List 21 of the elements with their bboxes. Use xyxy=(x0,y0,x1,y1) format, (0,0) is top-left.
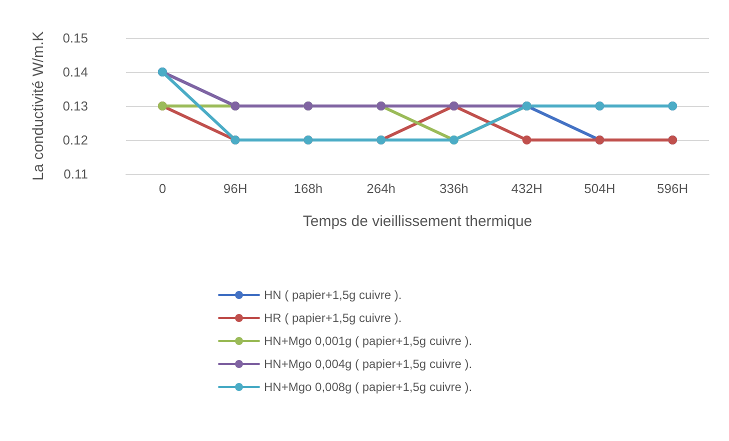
legend-label: HR ( papier+1,5g cuivre ). xyxy=(264,311,402,325)
legend-label: HN+Mgo 0,001g ( papier+1,5g cuivre ). xyxy=(264,334,472,348)
y-tick-label: 0.12 xyxy=(62,132,88,148)
x-tick-label: 432H xyxy=(511,181,542,196)
x-tick-label: 264h xyxy=(366,181,396,196)
legend-label: HN+Mgo 0,004g ( papier+1,5g cuivre ). xyxy=(264,357,472,371)
x-tick-label: 168h xyxy=(294,181,323,196)
y-tick-label: 0.15 xyxy=(62,30,88,46)
legend-label: HN ( papier+1,5g cuivre ). xyxy=(264,288,402,302)
legend-label: HN+Mgo 0,008g ( papier+1,5g cuivre ). xyxy=(264,380,472,394)
x-tick-label: 336h xyxy=(439,181,468,196)
x-tick-label: 596H xyxy=(657,181,688,196)
x-axis-title: Temps de vieillissement thermique xyxy=(302,213,532,230)
y-axis-title: La conductivité W/m.K xyxy=(30,31,47,181)
x-tick-label: 96H xyxy=(223,181,248,196)
x-tick-label: 0 xyxy=(158,181,166,196)
y-tick-label: 0.14 xyxy=(62,64,88,80)
point xyxy=(522,136,532,144)
y-tick-label: 0.13 xyxy=(62,98,88,114)
x-tick-label: 504H xyxy=(584,181,616,196)
y-tick-label: 0.11 xyxy=(64,166,88,182)
